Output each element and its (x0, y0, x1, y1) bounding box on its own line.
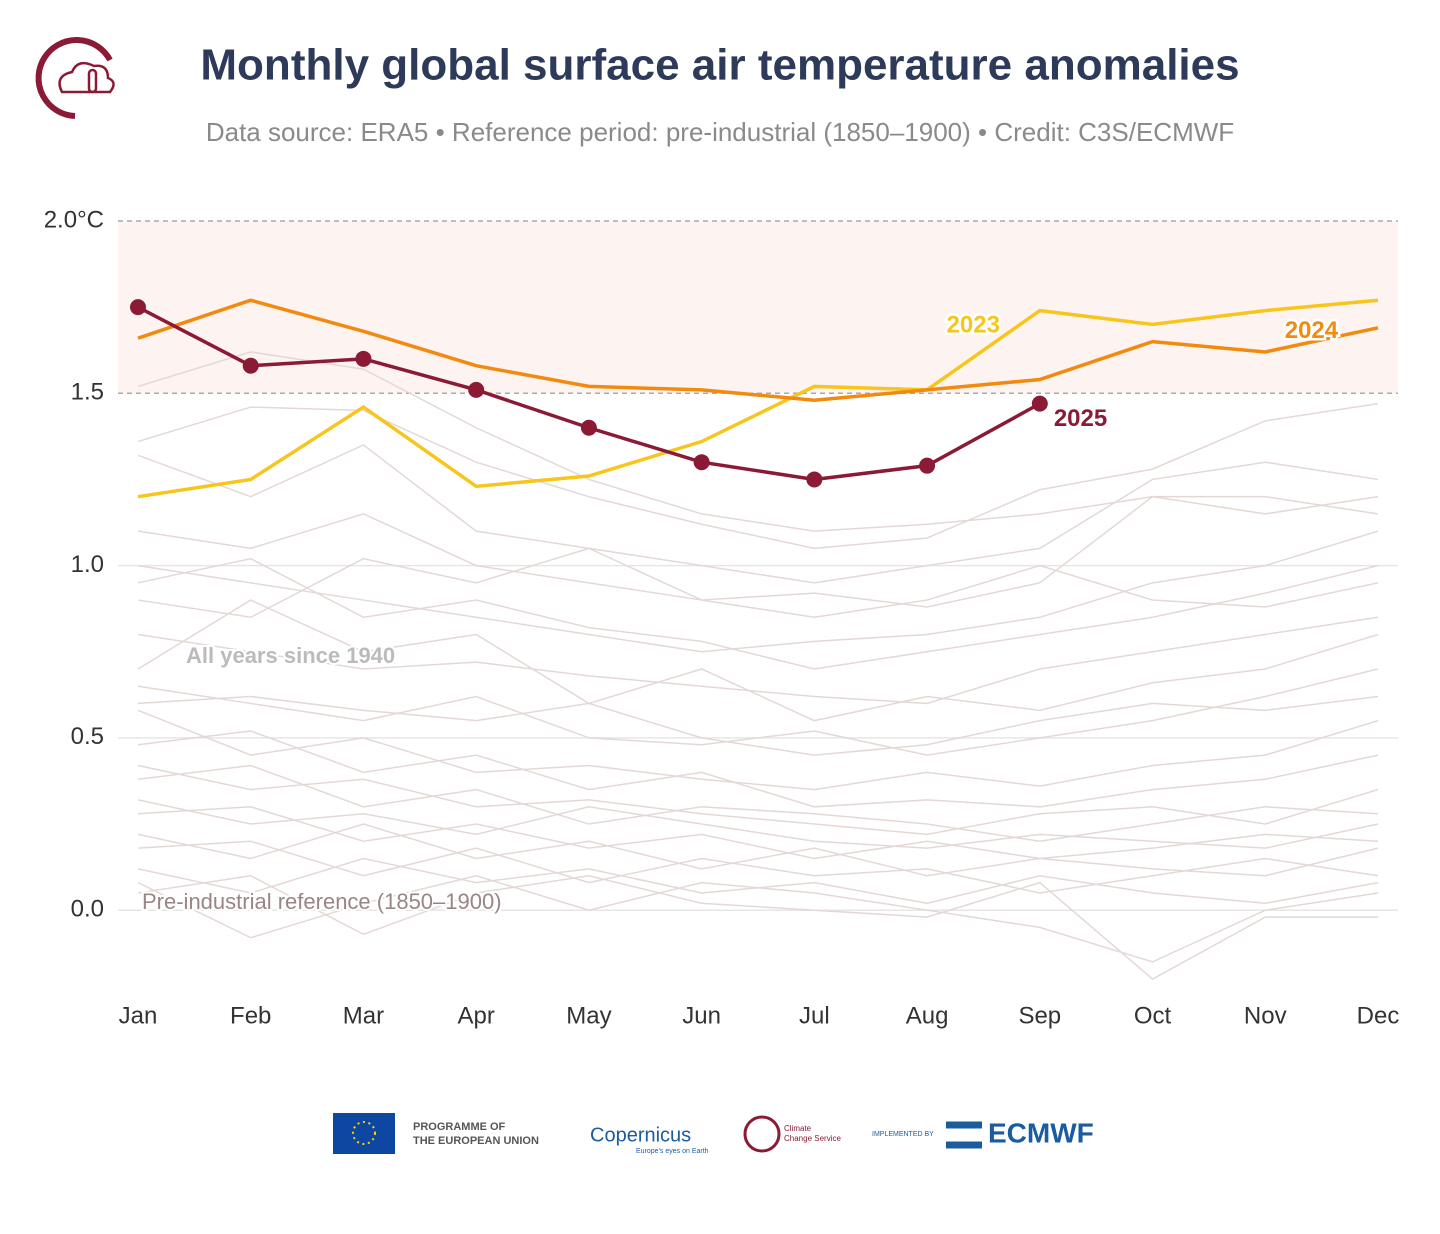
series-line (137, 298, 1379, 499)
x-tick-label: Nov (1244, 1002, 1287, 1029)
x-tick-label: Sep (1018, 1002, 1061, 1029)
threshold-band (118, 221, 1398, 394)
background-line (137, 874, 1379, 963)
y-tick-label: 1.5 (71, 379, 104, 406)
y-tick-label: 2.0°C (44, 206, 104, 233)
chart-subtitle: Data source: ERA5 • Reference period: pr… (206, 117, 1234, 147)
eu-text: THE EUROPEAN UNION (413, 1135, 539, 1147)
chart-title: Monthly global surface air temperature a… (200, 41, 1239, 90)
x-tick-label: May (566, 1002, 611, 1029)
series-marker (130, 299, 146, 316)
series-marker (468, 381, 485, 398)
series-marker (580, 419, 597, 436)
background-line (137, 495, 1379, 608)
background-line (137, 799, 1379, 849)
annotation: Pre-industrial reference (1850–1900) (142, 889, 502, 914)
logo (35, 37, 115, 119)
series-label: 2025 (1054, 405, 1107, 432)
series-marker (355, 350, 372, 367)
series-line (137, 298, 1379, 402)
x-tick-label: Aug (906, 1002, 949, 1029)
series-marker (693, 454, 710, 471)
c3s-text: Climate (784, 1124, 812, 1133)
x-tick-label: Apr (458, 1002, 495, 1029)
background-line (137, 557, 1379, 670)
background-line (137, 695, 1379, 756)
series-marker (1031, 395, 1048, 412)
background-line (137, 351, 1379, 532)
background-line (137, 599, 1379, 722)
c3s-logo (743, 1115, 781, 1153)
background-line (137, 764, 1379, 836)
x-tick-label: Feb (230, 1002, 271, 1029)
background-line (137, 874, 1378, 981)
footer: PROGRAMME OF THE EUROPEAN UNION Copernic… (333, 1113, 1094, 1155)
background-line (137, 444, 1379, 584)
background-line (137, 730, 1379, 808)
background-line (137, 668, 1379, 756)
background-line (137, 530, 1379, 653)
copernicus: Copernicus (590, 1124, 691, 1146)
eu-flag (333, 1113, 395, 1154)
background-line (137, 823, 1379, 877)
background-line (137, 840, 1379, 894)
series-marker (806, 471, 823, 488)
background-line (137, 402, 1379, 550)
logo-cloud (58, 61, 115, 94)
y-tick-label: 1.0 (71, 551, 104, 578)
logo-arc (35, 37, 113, 119)
y-tick-label: 0.5 (71, 723, 104, 750)
background-line (137, 616, 1379, 705)
series-label: 2023 (947, 311, 1000, 338)
background-line (137, 709, 1379, 791)
x-tick-label: Mar (343, 1002, 384, 1029)
x-tick-label: Jul (799, 1002, 830, 1029)
x-tick-label: Dec (1357, 1002, 1400, 1029)
copernicus-tagline: Europe's eyes on Earth (636, 1148, 709, 1155)
background-line (137, 547, 1379, 619)
annotation: All years since 1940 (186, 643, 395, 668)
logo-thermo (87, 68, 98, 94)
eu-text: PROGRAMME OF (413, 1121, 506, 1133)
x-tick-label: Oct (1134, 1002, 1172, 1029)
plot: 0.0 0.5 1.0 1.5 2.0°C Jan Feb Mar Apr May Jun Jul Au… (44, 206, 1400, 1029)
x-tick-label: Jun (682, 1002, 721, 1029)
x-tick-label: Jan (119, 1002, 158, 1029)
background-line (137, 764, 1379, 843)
series-marker (919, 457, 936, 474)
ecmwf: ECMWF (988, 1117, 1094, 1148)
series-marker (242, 357, 259, 374)
ecmwf-mark (946, 1121, 982, 1149)
series-label: 2024 (1285, 317, 1339, 344)
eu-stars (352, 1121, 376, 1145)
implemented-by: IMPLEMENTED BY (872, 1131, 934, 1138)
background-line (137, 806, 1379, 860)
y-tick-label: 0.0 (71, 896, 104, 923)
c3s-text: Change Service (784, 1134, 841, 1143)
